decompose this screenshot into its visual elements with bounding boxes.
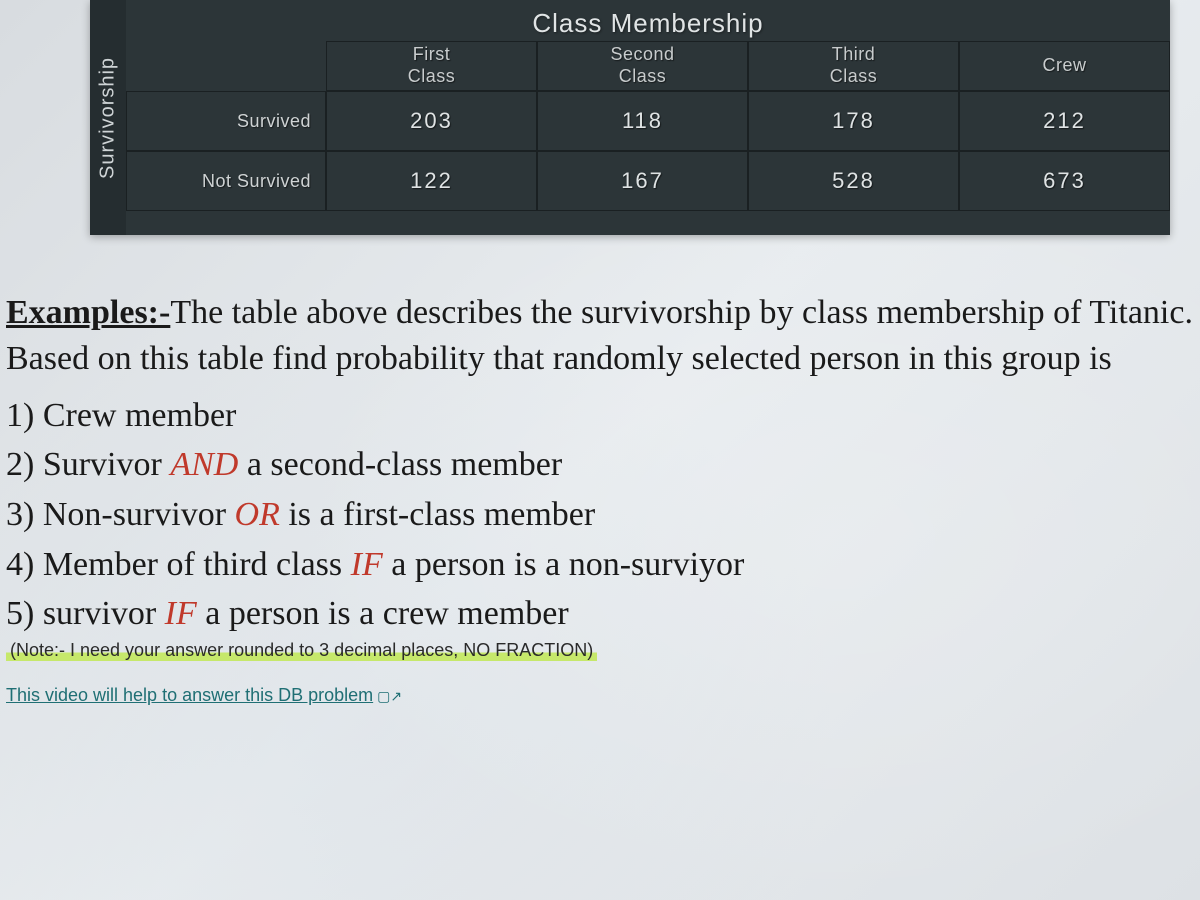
col-header-text: Third Class bbox=[830, 44, 878, 87]
y-axis-label: Survivorship bbox=[90, 0, 126, 235]
cell-survived-third: 178 bbox=[748, 91, 959, 151]
cell-notsurvived-second: 167 bbox=[537, 151, 748, 211]
q2-accent: AND bbox=[170, 446, 238, 483]
table-grid: First Class Second Class Third Class Cre… bbox=[126, 41, 1170, 235]
q4-accent: IF bbox=[351, 546, 383, 583]
q3-post: is a first-class member bbox=[280, 496, 595, 533]
q4-post: a person is a non-surviyor bbox=[383, 546, 745, 583]
q5-pre: 5) survivor bbox=[6, 595, 165, 632]
q3-pre: 3) Non-survivor bbox=[6, 496, 235, 533]
q2-pre: 2) Survivor bbox=[6, 446, 170, 483]
row-label-survived: Survived bbox=[126, 91, 326, 151]
external-link-icon: ▢↗ bbox=[377, 688, 402, 705]
table-super-header: Class Membership bbox=[126, 0, 1170, 41]
q4-pre: 4) Member of third class bbox=[6, 546, 351, 583]
question-1: 1) Crew member bbox=[6, 392, 1194, 440]
row-label-notsurvived: Not Survived bbox=[126, 151, 326, 211]
table-body: Class Membership First Class Second Clas… bbox=[126, 0, 1170, 235]
video-help-link[interactable]: This video will help to answer this DB p… bbox=[6, 685, 402, 706]
cell-notsurvived-first: 122 bbox=[326, 151, 537, 211]
q3-accent: OR bbox=[235, 496, 280, 533]
q5-post: a person is a crew member bbox=[197, 595, 569, 632]
lead-paragraph: Examples:-The table above describes the … bbox=[6, 290, 1194, 382]
q2-post: a second-class member bbox=[238, 446, 562, 483]
col-header-first: First Class bbox=[326, 41, 537, 91]
col-header-second: Second Class bbox=[537, 41, 748, 91]
note-text: (Note:- I need your answer rounded to 3 … bbox=[6, 638, 597, 662]
col-header-text: Second Class bbox=[610, 44, 674, 87]
question-4: 4) Member of third class IF a person is … bbox=[6, 541, 1194, 589]
cell-survived-crew: 212 bbox=[959, 91, 1170, 151]
examples-label: Examples:- bbox=[6, 294, 170, 331]
col-header-crew: Crew bbox=[959, 41, 1170, 91]
video-link-text: This video will help to answer this DB p… bbox=[6, 685, 373, 705]
problem-text: Examples:-The table above describes the … bbox=[6, 290, 1194, 706]
q5-accent: IF bbox=[165, 595, 197, 632]
survivorship-table: Survivorship Class Membership First Clas… bbox=[90, 0, 1170, 235]
col-header-third: Third Class bbox=[748, 41, 959, 91]
cell-survived-first: 203 bbox=[326, 91, 537, 151]
cell-survived-second: 118 bbox=[537, 91, 748, 151]
table-corner bbox=[126, 41, 326, 91]
question-5: 5) survivor IF a person is a crew member bbox=[6, 590, 1194, 638]
cell-notsurvived-third: 528 bbox=[748, 151, 959, 211]
question-3: 3) Non-survivor OR is a first-class memb… bbox=[6, 491, 1194, 539]
col-header-text: First Class bbox=[408, 44, 456, 87]
cell-notsurvived-crew: 673 bbox=[959, 151, 1170, 211]
lead-text: The table above describes the survivorsh… bbox=[6, 294, 1193, 377]
col-header-text: Crew bbox=[1042, 55, 1086, 77]
question-2: 2) Survivor AND a second-class member bbox=[6, 441, 1194, 489]
